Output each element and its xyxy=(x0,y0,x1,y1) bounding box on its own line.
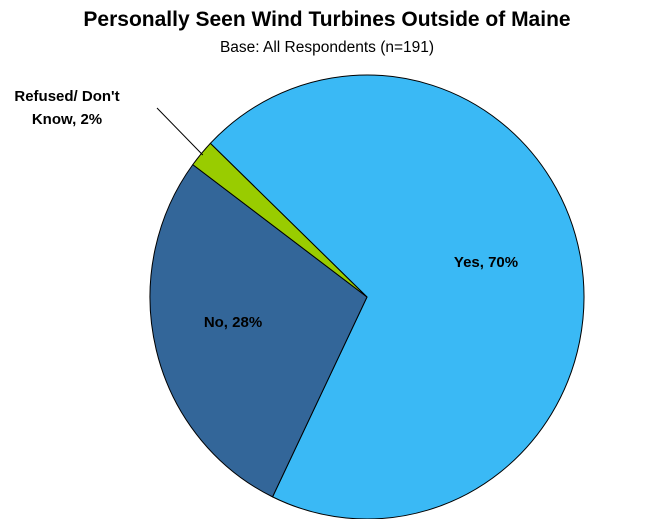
data-label-no: No, 28% xyxy=(204,314,262,331)
data-label-yes: Yes, 70% xyxy=(454,254,518,271)
chart-subtitle: Base: All Respondents (n=191) xyxy=(219,39,435,56)
data-label-refused-don-t-know: Refused/ Don't Know, 2% xyxy=(14,88,119,128)
leader-line xyxy=(156,107,204,156)
chart-title: Personally Seen Wind Turbines Outside of… xyxy=(83,8,571,31)
pie-slice-yes xyxy=(209,74,585,519)
pie-slice-no xyxy=(149,164,368,498)
